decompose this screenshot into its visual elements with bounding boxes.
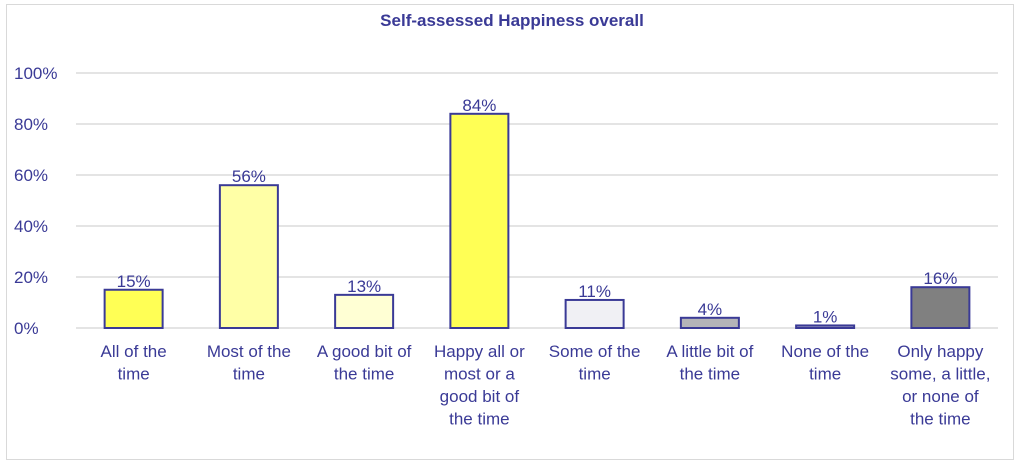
- y-tick-label: 100%: [14, 64, 57, 83]
- x-tick-label: Only happy some, a little, or none of the t…: [890, 342, 990, 429]
- chart-title: Self-assessed Happiness overall: [380, 11, 644, 30]
- bar: [334, 293, 395, 330]
- x-tick-label: Most of the time: [207, 342, 291, 384]
- y-tick-label: 60%: [14, 166, 48, 185]
- bar: [679, 316, 740, 329]
- data-label: 1%: [813, 307, 838, 326]
- x-tick-label: Some of the time: [549, 342, 641, 384]
- data-label: 84%: [462, 96, 496, 115]
- y-tick-label: 80%: [14, 115, 48, 134]
- data-label: 13%: [347, 277, 381, 296]
- bar: [449, 112, 510, 329]
- x-tick-label: A good bit of the time: [317, 342, 412, 384]
- bar: [795, 324, 856, 330]
- x-tick-label: None of the time: [781, 342, 869, 384]
- chart-frame: [6, 4, 1014, 460]
- bar: [910, 286, 971, 330]
- data-label: 15%: [117, 272, 151, 291]
- data-label: 56%: [232, 167, 266, 186]
- y-tick-label: 20%: [14, 268, 48, 287]
- bar: [218, 184, 279, 329]
- bar: [564, 298, 625, 330]
- x-tick-label: A little bit of the time: [666, 342, 753, 384]
- data-label: 16%: [923, 269, 957, 288]
- x-tick-label: All of the time: [101, 342, 167, 384]
- data-label: 4%: [698, 300, 723, 319]
- y-tick-label: 40%: [14, 217, 48, 236]
- bar: [103, 288, 164, 329]
- y-tick-label: 0%: [14, 319, 39, 338]
- data-label: 11%: [578, 282, 611, 301]
- x-tick-label: Happy all or most or a good bit of the time: [434, 342, 525, 429]
